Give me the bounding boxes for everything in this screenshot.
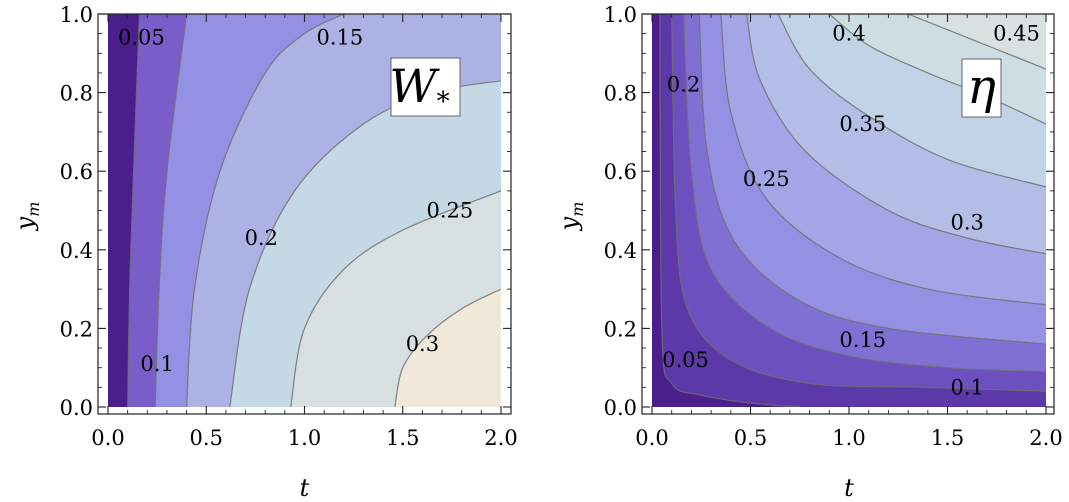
- x-axis-title: t: [300, 474, 310, 502]
- contour-line-0.25: [720, 14, 1046, 306]
- y-tick-label: 0.6: [604, 160, 637, 184]
- contour-label: 0.2: [245, 226, 278, 250]
- contour-line-0.1: [671, 14, 1046, 392]
- contour-line-0.4: [828, 14, 1046, 125]
- contour-line-0.1: [154, 14, 188, 407]
- contour-region-0.3: [394, 289, 501, 407]
- y-axis-title: ym: [11, 202, 43, 232]
- contour-line-0.3: [745, 14, 1046, 255]
- x-tick-label: 0.5: [734, 426, 767, 450]
- contour-line-0.25: [290, 190, 501, 407]
- x-axis-title: t: [844, 474, 854, 502]
- contour-label: 0.25: [427, 199, 474, 223]
- y-tick-label: 0.0: [604, 396, 637, 420]
- contour-label: 0.25: [743, 167, 790, 191]
- contour-line-0.35: [777, 14, 1046, 188]
- contour-panel-1: 0.05 0.1 0.15 0.2 0.25 0.3 0.0 0.5 1.0 1.5 2.0 0.0 0…: [11, 3, 518, 502]
- panel-label: η: [967, 59, 996, 115]
- x-tick-label: 0.0: [635, 426, 668, 450]
- x-tick-label: 2.0: [484, 426, 517, 450]
- plot-area: [652, 14, 1046, 407]
- y-tick-label: 1.0: [604, 3, 637, 27]
- y-tick-label: 0.2: [604, 317, 637, 341]
- contour-line-0.45: [907, 14, 1046, 70]
- contour-line-0.3: [394, 288, 501, 407]
- contour-label: 0.45: [993, 22, 1040, 46]
- contour-label: 0.4: [832, 22, 865, 46]
- panel-label-box: [390, 57, 461, 117]
- contour-label: 0.35: [839, 112, 886, 136]
- contour-line-0.2: [698, 14, 1046, 345]
- panel-label: W*: [389, 59, 449, 117]
- y-tick-label: 0.0: [60, 396, 93, 420]
- x-tick-label: 0.0: [91, 426, 124, 450]
- contour-label: 0.15: [316, 26, 363, 50]
- contour-label: 0.2: [667, 73, 700, 97]
- contour-label: 0.1: [950, 375, 983, 399]
- plot-frame: [641, 13, 1055, 415]
- panel-label-box: [961, 58, 1002, 118]
- y-tick-label: 0.8: [60, 82, 93, 106]
- contour-line-0.15: [186, 14, 345, 407]
- y-tick-label: 0.4: [60, 239, 93, 263]
- contour-label: 0.05: [118, 26, 165, 50]
- y-tick-label: 0.8: [604, 82, 637, 106]
- y-tick-label: 0.4: [604, 239, 637, 263]
- x-tick-label: 1.5: [931, 426, 964, 450]
- contour-label: 0.1: [140, 352, 173, 376]
- contour-line-0.15: [682, 14, 1046, 373]
- x-tick-label: 1.0: [832, 426, 865, 450]
- contour-label: 0.3: [406, 332, 439, 356]
- x-tick-label: 1.5: [386, 426, 419, 450]
- contour-label: 0.15: [839, 328, 886, 352]
- x-tick-label: 0.5: [190, 426, 223, 450]
- x-tick-label: 1.0: [288, 426, 321, 450]
- x-tick-label: 2.0: [1029, 426, 1062, 450]
- y-tick-label: 1.0: [60, 3, 93, 27]
- contour-label: 0.05: [662, 348, 709, 372]
- y-tick-label: 0.2: [60, 317, 93, 341]
- contour-line-0.05: [659, 14, 800, 407]
- y-tick-label: 0.6: [60, 160, 93, 184]
- y-axis-title: ym: [555, 202, 587, 232]
- contour-panel-2: 0.05 0.1 0.15 0.2 0.25 0.3 0.35 0.4 0.45 0.0 0.5 1.…: [555, 3, 1063, 502]
- contour-line-0.05: [127, 14, 141, 407]
- contour-label: 0.3: [950, 210, 983, 234]
